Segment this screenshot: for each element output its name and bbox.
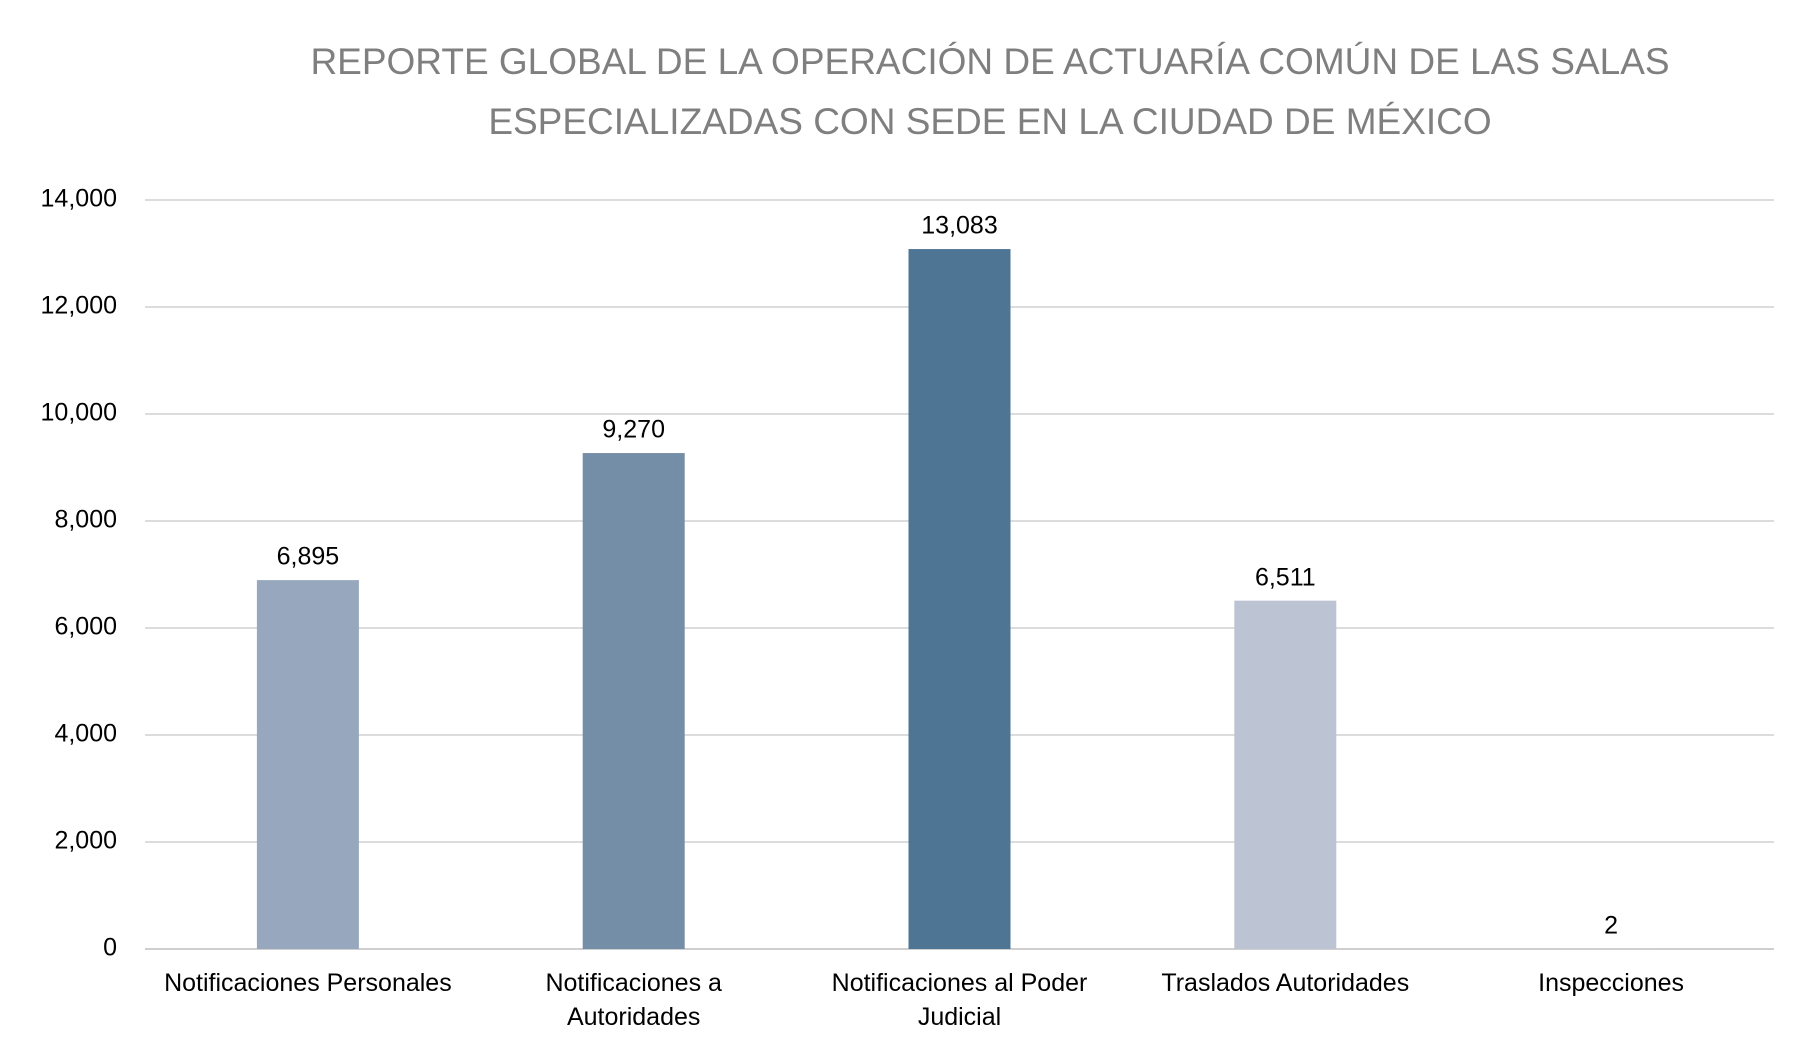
data-label: 13,083 [921,212,997,240]
y-tick-label: 12,000 [41,292,117,320]
chart-title: REPORTE GLOBAL DE LA OPERACIÓN DE ACTUAR… [310,41,1670,142]
y-tick-label: 4,000 [54,720,117,748]
data-label: 9,270 [602,416,665,444]
data-label: 6,895 [277,543,340,571]
x-tick-label: Notificaciones Personales [164,969,452,997]
bar [1234,600,1337,949]
y-tick-label: 0 [103,934,117,962]
x-tick-label: Inspecciones [1538,969,1685,997]
y-tick-label: 10,000 [41,399,117,427]
y-tick-label: 14,000 [41,185,117,213]
y-tick-label: 8,000 [54,506,117,534]
bar [256,580,359,949]
data-label: 2 [1604,912,1618,940]
bar [908,249,1011,949]
x-tick-label: Traslados Autoridades [1161,969,1410,997]
data-label: 6,511 [1255,563,1316,591]
x-tick-label: Notificaciones al Poder Judicial [831,969,1088,1031]
x-tick-label: Notificaciones a Autoridades [545,969,722,1031]
y-tick-label: 2,000 [54,827,117,855]
y-tick-label: 6,000 [54,613,117,641]
bar [582,453,685,949]
